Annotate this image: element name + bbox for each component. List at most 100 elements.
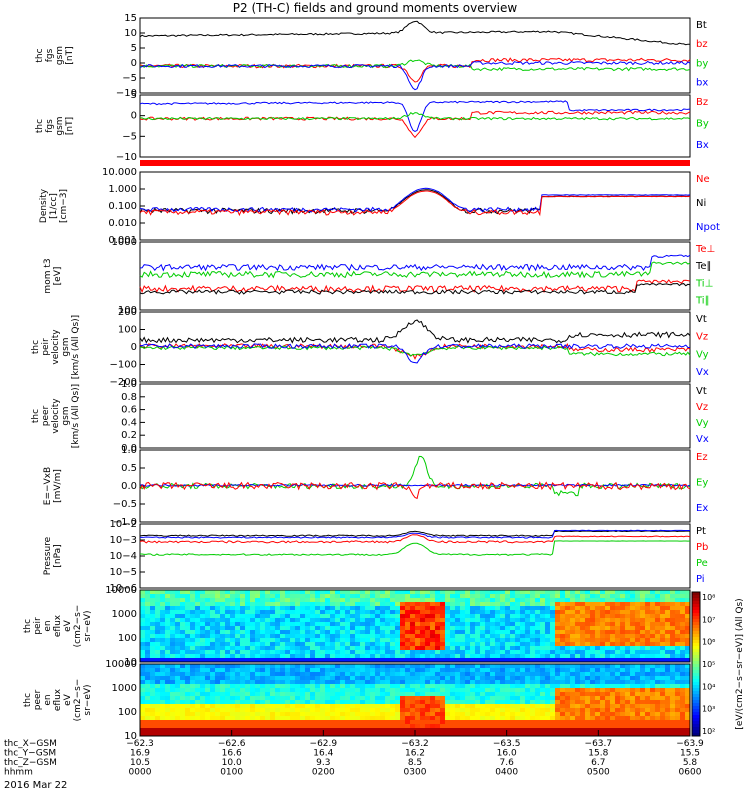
spectrogram-cell <box>685 626 691 631</box>
spectrogram-cell <box>580 684 586 689</box>
spectrogram-cell <box>425 668 431 673</box>
spectrogram-cell <box>450 642 456 647</box>
spectrogram-cell <box>420 700 426 705</box>
spectrogram-cell <box>370 680 376 685</box>
spectrogram-cell <box>250 704 256 709</box>
spectrogram-cell <box>350 712 356 717</box>
spectrogram-cell <box>365 626 371 631</box>
spectrogram-cell <box>475 650 481 655</box>
spectrogram-cell <box>585 638 591 643</box>
spectrogram-cell <box>560 630 566 635</box>
spectrogram-cell <box>290 692 296 697</box>
spectrogram-cell <box>175 704 181 709</box>
spectrogram-cell <box>630 610 636 615</box>
spectrogram-cell <box>190 680 196 685</box>
spectrogram-cell <box>260 594 266 599</box>
spectrogram-cell <box>295 598 301 603</box>
spectrogram-cell <box>205 626 211 631</box>
spectrogram-cell <box>395 602 401 607</box>
spectrogram-cell <box>655 622 661 627</box>
spectrogram-cell <box>385 658 391 663</box>
spectrogram-cell <box>165 728 171 733</box>
spectrogram-cell <box>410 622 416 627</box>
colorbar-cell <box>692 697 700 701</box>
spectrogram-cell <box>285 618 291 623</box>
spectrogram-cell <box>670 716 676 721</box>
spectrogram-cell <box>545 590 551 595</box>
spectrogram-cell <box>280 614 286 619</box>
spectrogram-cell <box>185 716 191 721</box>
spectrogram-cell <box>620 668 626 673</box>
spectrogram-cell <box>270 614 276 619</box>
spectrogram-cell <box>545 614 551 619</box>
spectrogram-cell <box>655 708 661 713</box>
spectrogram-cell <box>555 602 561 607</box>
spectrogram-cell <box>385 720 391 725</box>
spectrogram-cell <box>645 720 651 725</box>
spectrogram-cell <box>250 626 256 631</box>
colorbar-cell <box>692 721 700 725</box>
spectrogram-cell <box>450 712 456 717</box>
spectrogram-cell <box>235 716 241 721</box>
spectrogram-cell <box>150 664 156 669</box>
spectrogram-cell <box>590 602 596 607</box>
footer-value: −62.9 <box>310 739 338 749</box>
spectrogram-cell <box>480 642 486 647</box>
spectrogram-cell <box>530 618 536 623</box>
spectrogram-cell <box>440 650 446 655</box>
colorbar-cell <box>692 634 700 638</box>
spectrogram-cell <box>345 626 351 631</box>
spectrogram-cell <box>545 642 551 647</box>
spectrogram-cell <box>370 664 376 669</box>
spectrogram-cell <box>380 618 386 623</box>
spectrogram-cell <box>240 642 246 647</box>
spectrogram-cell <box>170 618 176 623</box>
spectrogram-cell <box>390 658 396 663</box>
spectrogram-cell <box>430 692 436 697</box>
spectrogram-cell <box>640 700 646 705</box>
spectrogram-cell <box>170 688 176 693</box>
spectrogram-cell <box>410 716 416 721</box>
spectrogram-cell <box>660 700 666 705</box>
spectrogram-cell <box>350 626 356 631</box>
spectrogram-cell <box>360 590 366 595</box>
spectrogram-cell <box>310 688 316 693</box>
spectrogram-cell <box>270 634 276 639</box>
spectrogram-cell <box>520 668 526 673</box>
spectrogram-cell <box>500 594 506 599</box>
spectrogram-cell <box>420 672 426 677</box>
spectrogram-cell <box>270 732 276 737</box>
spectrogram-cell <box>145 614 151 619</box>
spectrogram-cell <box>275 598 281 603</box>
spectrogram-cell <box>410 732 416 737</box>
spectrogram-cell <box>680 598 686 603</box>
spectrogram-cell <box>490 728 496 733</box>
spectrogram-cell <box>350 606 356 611</box>
spectrogram-cell <box>440 598 446 603</box>
spectrogram-cell <box>360 700 366 705</box>
spectrogram-cell <box>255 646 261 651</box>
spectrogram-cell <box>415 728 421 733</box>
spectrogram-cell <box>435 688 441 693</box>
legend-Bt: Bt <box>696 20 707 31</box>
spectrogram-cell <box>310 664 316 669</box>
spectrogram-cell <box>615 638 621 643</box>
spectrogram-cell <box>480 630 486 635</box>
spectrogram-cell <box>400 724 406 729</box>
spectrogram-cell <box>610 610 616 615</box>
spectrogram-cell <box>305 638 311 643</box>
spectrogram-cell <box>445 646 451 651</box>
spectrogram-cell <box>470 618 476 623</box>
spectrogram-cell <box>460 732 466 737</box>
spectrogram-cell <box>580 654 586 659</box>
spectrogram-cell <box>260 692 266 697</box>
spectrogram-cell <box>265 618 271 623</box>
spectrogram-cell <box>305 630 311 635</box>
spectrogram-cell <box>615 684 621 689</box>
spectrogram-cell <box>545 606 551 611</box>
spectrogram-cell <box>175 602 181 607</box>
footer-value: −63.9 <box>676 739 704 749</box>
spectrogram-cell <box>215 606 221 611</box>
spectrogram-cell <box>205 622 211 627</box>
spectrogram-cell <box>435 626 441 631</box>
